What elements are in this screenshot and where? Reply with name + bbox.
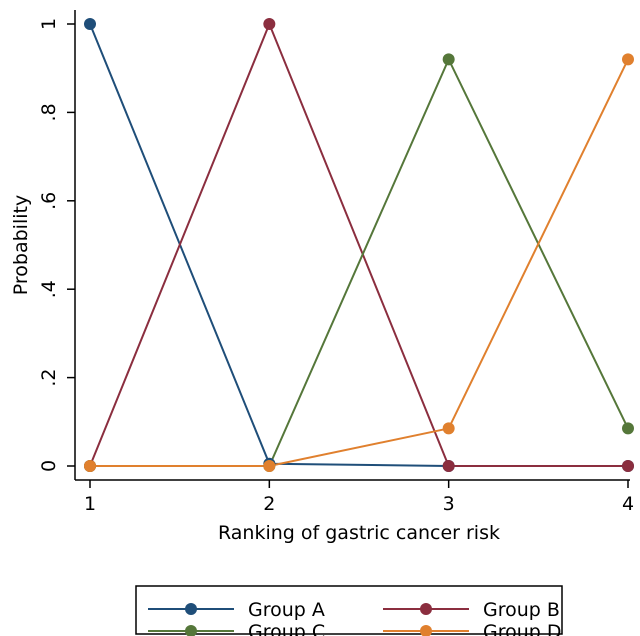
legend-label-group-d: Group D: [483, 621, 562, 636]
legend-swatch-marker: [185, 625, 197, 636]
x-ticks: 1 2 3 4: [84, 480, 634, 515]
data-point-group-d: [84, 460, 96, 472]
legend-swatch-marker: [420, 625, 432, 636]
y-tick-label: .4: [38, 280, 60, 298]
data-point-group-d: [442, 422, 455, 435]
y-axis-title: Probability: [10, 195, 32, 295]
y-tick-label: .2: [38, 369, 60, 387]
x-tick-label: 3: [443, 493, 455, 515]
y-ticks: 0 .2 .4 .6 .8 1: [38, 18, 75, 472]
legend: Group A Group B Group C Group D: [135, 585, 563, 636]
y-tick-label: .6: [38, 192, 60, 210]
data-point-group-d: [263, 460, 276, 472]
y-tick-label: 0: [38, 460, 60, 472]
legend-label-group-c: Group C: [248, 621, 325, 636]
data-point-group-c: [442, 53, 455, 66]
x-axis-title: Ranking of gastric cancer risk: [218, 522, 500, 544]
data-point-group-d: [622, 53, 634, 66]
legend-label-group-a: Group A: [248, 599, 325, 621]
data-point-group-b: [263, 18, 276, 30]
legend-box: [135, 585, 563, 635]
y-tick-label: .8: [38, 103, 60, 121]
data-point-group-b: [622, 460, 634, 472]
x-tick-label: 2: [263, 493, 275, 515]
data-point-group-b: [442, 460, 455, 472]
series-line-group-c: [90, 56, 629, 467]
axes: [74, 10, 630, 481]
series-line-group-d: [90, 58, 629, 467]
x-tick-label: 4: [622, 493, 634, 515]
series-line-group-b: [89, 21, 628, 467]
x-tick-label: 1: [84, 493, 96, 515]
legend-swatch-marker: [420, 603, 432, 615]
plot-area: [84, 18, 634, 472]
y-tick-label: 1: [38, 18, 60, 30]
legend-swatch-marker: [185, 603, 197, 615]
legend-label-group-b: Group B: [483, 599, 560, 621]
data-point-group-c: [622, 422, 634, 435]
data-point-group-a: [84, 18, 96, 30]
